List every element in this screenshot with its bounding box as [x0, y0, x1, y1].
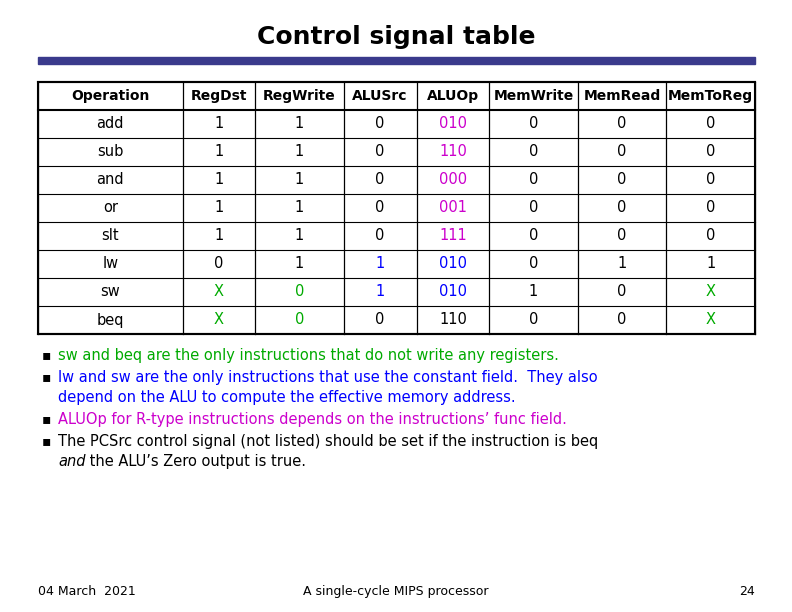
- Text: sw: sw: [101, 285, 120, 299]
- Text: 0: 0: [375, 228, 385, 244]
- Text: 0: 0: [375, 173, 385, 187]
- Text: ▪: ▪: [42, 370, 51, 384]
- Text: 0: 0: [706, 116, 715, 132]
- Text: Operation: Operation: [71, 89, 150, 103]
- Text: 0: 0: [618, 228, 626, 244]
- Bar: [38, 82, 755, 334]
- Text: 0: 0: [529, 144, 539, 160]
- Text: 1: 1: [529, 285, 539, 299]
- Text: A single-cycle MIPS processor: A single-cycle MIPS processor: [303, 585, 489, 598]
- Text: 24: 24: [739, 585, 755, 598]
- Text: 1: 1: [375, 256, 385, 272]
- Text: MemToReg: MemToReg: [668, 89, 753, 103]
- Text: 0: 0: [618, 285, 626, 299]
- Text: 0: 0: [375, 201, 385, 215]
- Text: 1: 1: [295, 228, 304, 244]
- Text: 0: 0: [706, 201, 715, 215]
- Text: ALUSrc: ALUSrc: [352, 89, 408, 103]
- Text: RegWrite: RegWrite: [263, 89, 336, 103]
- Text: 0: 0: [529, 313, 539, 327]
- Text: lw and sw are the only instructions that use the constant field.  They also: lw and sw are the only instructions that…: [58, 370, 598, 385]
- Text: 1: 1: [295, 116, 304, 132]
- Text: 1: 1: [375, 285, 385, 299]
- Text: MemWrite: MemWrite: [493, 89, 573, 103]
- Text: 1: 1: [215, 228, 223, 244]
- Text: RegDst: RegDst: [191, 89, 247, 103]
- Text: 1: 1: [215, 173, 223, 187]
- Text: 1: 1: [215, 144, 223, 160]
- Text: ALUOp: ALUOp: [427, 89, 479, 103]
- Text: 111: 111: [439, 228, 466, 244]
- Text: ALUOp for R-type instructions depends on the instructions’ func field.: ALUOp for R-type instructions depends on…: [58, 412, 567, 427]
- Text: beq: beq: [97, 313, 124, 327]
- Text: 0: 0: [529, 173, 539, 187]
- Text: 0: 0: [529, 116, 539, 132]
- Text: 0: 0: [706, 228, 715, 244]
- Text: ▪: ▪: [42, 434, 51, 448]
- Bar: [38, 57, 755, 64]
- Text: 110: 110: [439, 313, 466, 327]
- Text: 0: 0: [295, 313, 304, 327]
- Text: sub: sub: [97, 144, 124, 160]
- Text: 04 March  2021: 04 March 2021: [38, 585, 135, 598]
- Text: 010: 010: [439, 256, 467, 272]
- Text: 0: 0: [618, 313, 626, 327]
- Text: lw: lw: [102, 256, 118, 272]
- Text: 0: 0: [375, 116, 385, 132]
- Text: Control signal table: Control signal table: [257, 25, 535, 49]
- Text: 0: 0: [529, 256, 539, 272]
- Text: The PCSrc control signal (not listed) should be set if the instruction is beq: The PCSrc control signal (not listed) sh…: [58, 434, 598, 449]
- Text: 1: 1: [295, 256, 304, 272]
- Text: ▪: ▪: [42, 348, 51, 362]
- Text: 010: 010: [439, 116, 467, 132]
- Text: 0: 0: [618, 201, 626, 215]
- Text: 1: 1: [295, 173, 304, 187]
- Text: X: X: [214, 285, 224, 299]
- Text: 110: 110: [439, 144, 466, 160]
- Text: or: or: [103, 201, 118, 215]
- Text: 1: 1: [618, 256, 626, 272]
- Text: 0: 0: [295, 285, 304, 299]
- Text: 0: 0: [618, 116, 626, 132]
- Text: X: X: [706, 313, 716, 327]
- Text: 0: 0: [375, 313, 385, 327]
- Text: 001: 001: [439, 201, 467, 215]
- Text: slt: slt: [101, 228, 119, 244]
- Text: MemRead: MemRead: [584, 89, 661, 103]
- Text: ▪: ▪: [42, 412, 51, 426]
- Text: sw and beq are the only instructions that do not write any registers.: sw and beq are the only instructions tha…: [58, 348, 559, 363]
- Text: 1: 1: [706, 256, 715, 272]
- Text: add: add: [97, 116, 124, 132]
- Text: 000: 000: [439, 173, 467, 187]
- Text: 0: 0: [618, 144, 626, 160]
- Text: 1: 1: [215, 201, 223, 215]
- Text: and: and: [58, 454, 86, 469]
- Text: 1: 1: [215, 116, 223, 132]
- Text: X: X: [706, 285, 716, 299]
- Text: 0: 0: [529, 201, 539, 215]
- Text: 0: 0: [618, 173, 626, 187]
- Text: depend on the ALU to compute the effective memory address.: depend on the ALU to compute the effecti…: [58, 390, 516, 405]
- Text: 0: 0: [706, 144, 715, 160]
- Text: 1: 1: [295, 201, 304, 215]
- Text: 0: 0: [529, 228, 539, 244]
- Text: X: X: [214, 313, 224, 327]
- Text: 0: 0: [214, 256, 223, 272]
- Text: 0: 0: [706, 173, 715, 187]
- Text: 0: 0: [375, 144, 385, 160]
- Text: 1: 1: [295, 144, 304, 160]
- Text: and: and: [97, 173, 124, 187]
- Text: the ALU’s Zero output is true.: the ALU’s Zero output is true.: [86, 454, 307, 469]
- Text: 010: 010: [439, 285, 467, 299]
